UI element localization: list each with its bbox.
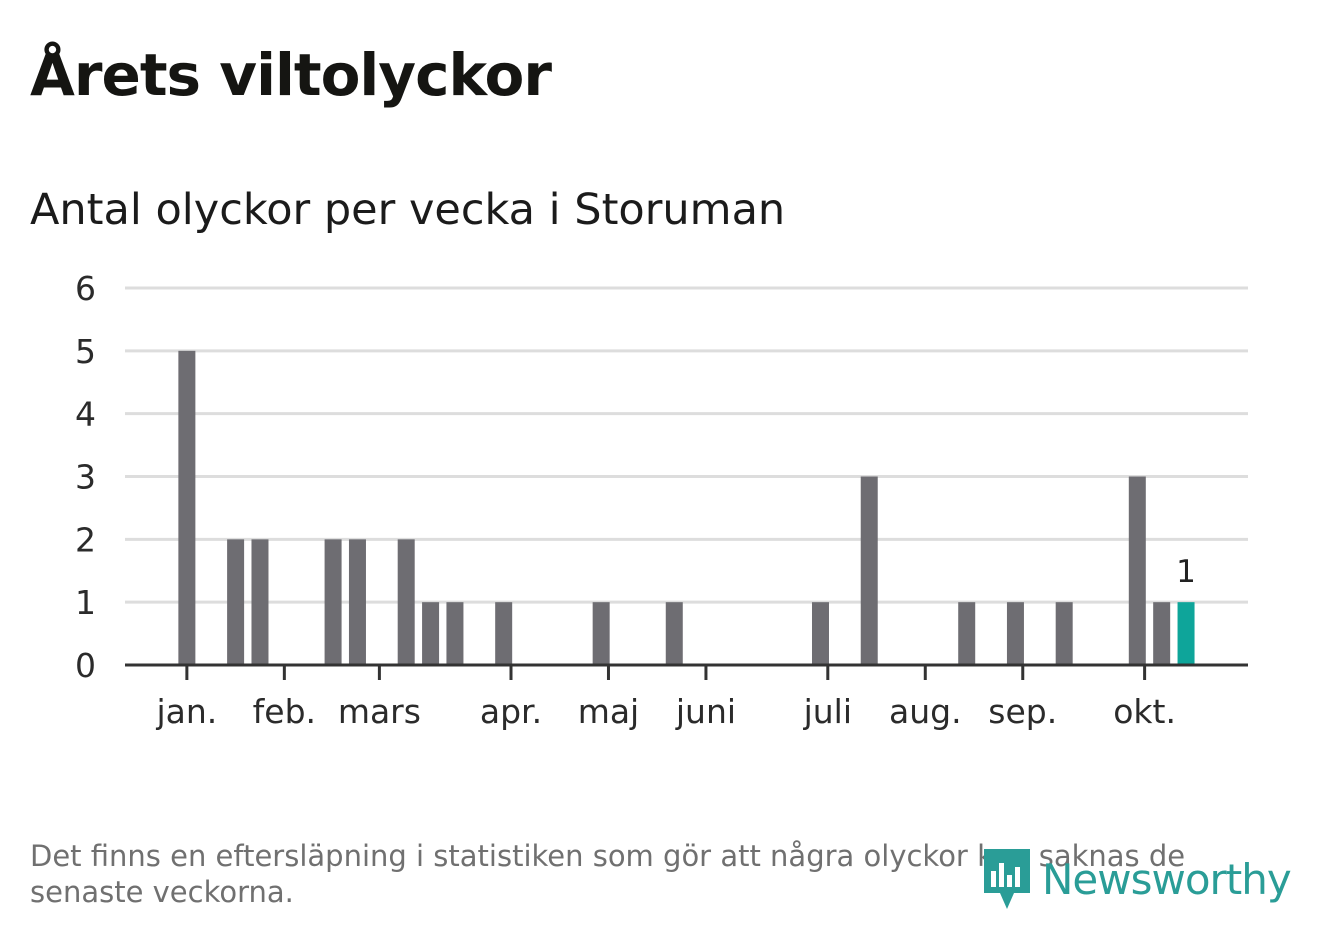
bars [178, 350, 1195, 665]
bar [422, 602, 440, 665]
bar [592, 602, 610, 665]
y-tick-label: 4 [75, 395, 96, 434]
x-tick-label: apr. [480, 692, 542, 731]
bar [324, 539, 342, 665]
bar [1055, 602, 1073, 665]
y-tick-label: 3 [75, 458, 96, 497]
bar [251, 539, 269, 665]
bar [1006, 602, 1024, 665]
data-label-highlight: 1 [1176, 554, 1196, 590]
bar [348, 539, 366, 665]
chart-subtitle: Antal olyckor per vecka i Storuman [30, 185, 786, 235]
y-tick-label: 2 [75, 520, 96, 559]
y-axis: 0 1 2 3 4 5 6 [75, 269, 96, 685]
x-tick-label: okt. [1113, 692, 1176, 731]
x-tick-label: mars [338, 692, 421, 731]
bar [397, 539, 415, 665]
bar [665, 602, 683, 665]
y-tick-label: 6 [75, 269, 96, 308]
data-labels: 1 [1176, 554, 1196, 590]
bar [1128, 476, 1146, 665]
bar [495, 602, 513, 665]
x-tick-label: aug. [889, 692, 962, 731]
bar [1153, 602, 1171, 665]
bar [178, 350, 196, 665]
newsworthy-logo[interactable]: Newsworthy [982, 846, 1292, 912]
logo-text: Newsworthy [1042, 854, 1292, 904]
bar [446, 602, 464, 665]
bar-highlight [1177, 602, 1195, 665]
y-tick-label: 1 [75, 583, 96, 622]
x-tick-label: juli [803, 692, 852, 731]
x-tick-label: juni [675, 692, 736, 731]
bar-chart: 0 1 2 3 4 5 6 jan. feb. mars apr. maj juni juli aug. s… [75, 269, 1248, 731]
x-tick-label: jan. [155, 692, 217, 731]
bar [958, 602, 976, 665]
x-tick-label: maj [578, 692, 640, 731]
chart-title: Årets viltolyckor [30, 41, 552, 109]
gridlines [125, 286, 1248, 604]
y-tick-label: 5 [75, 332, 96, 371]
bar [860, 476, 878, 665]
x-tick-label: feb. [253, 692, 316, 731]
x-tick-label: sep. [988, 692, 1057, 731]
y-tick-label: 0 [75, 646, 96, 685]
newsworthy-logo-icon [984, 849, 1030, 909]
bar [227, 539, 245, 665]
x-axis: jan. feb. mars apr. maj juni juli aug. sep. okt. [125, 663, 1248, 731]
bar [811, 602, 829, 665]
